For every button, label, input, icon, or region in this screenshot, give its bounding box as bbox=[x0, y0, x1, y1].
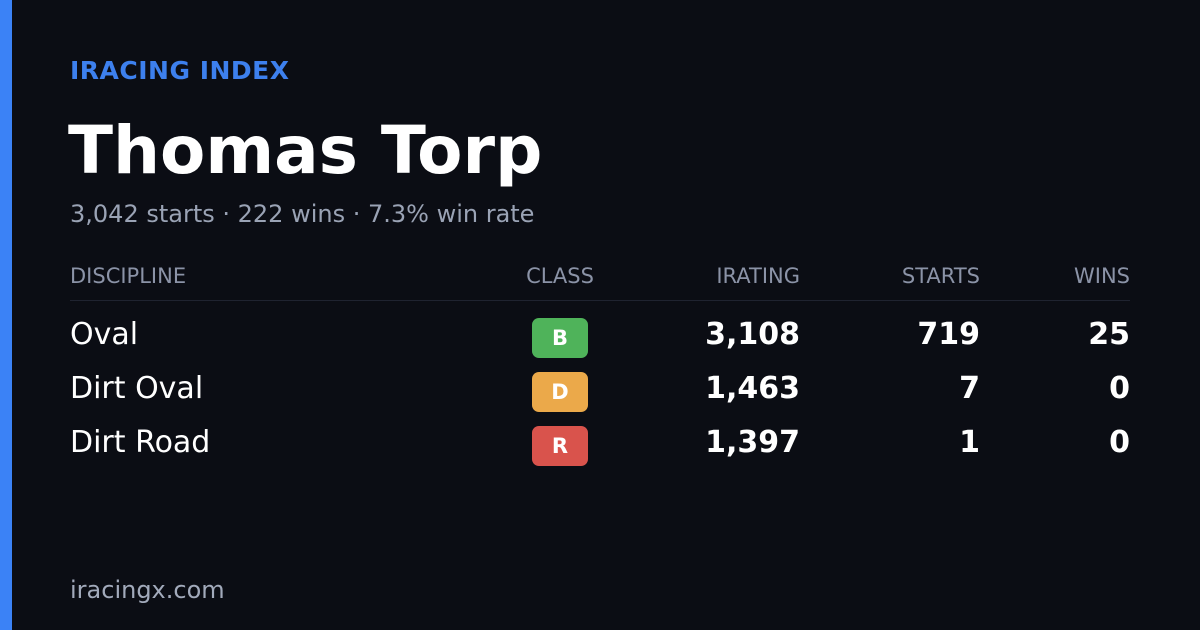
footer-site: iracingx.com bbox=[70, 576, 225, 604]
class-badge: D bbox=[532, 372, 588, 412]
class-badge: R bbox=[532, 426, 588, 466]
wins-cell: 0 bbox=[1109, 425, 1130, 460]
starts-cell: 1 bbox=[959, 425, 980, 460]
class-badge: B bbox=[532, 318, 588, 358]
column-header: WINS bbox=[1074, 264, 1130, 288]
column-header: CLASS bbox=[526, 264, 594, 288]
summary: 3,042 starts · 222 wins · 7.3% win rate bbox=[70, 200, 535, 228]
wins-cell: 0 bbox=[1109, 371, 1130, 406]
column-header: STARTS bbox=[901, 264, 980, 288]
brand: IRACING INDEX bbox=[70, 56, 290, 85]
wins-cell: 25 bbox=[1088, 317, 1130, 352]
starts-cell: 7 bbox=[959, 371, 980, 406]
starts-cell: 719 bbox=[917, 317, 980, 352]
column-header: IRATING bbox=[716, 264, 800, 288]
irating-cell: 1,397 bbox=[705, 425, 800, 460]
column-header: DISCIPLINE bbox=[70, 264, 187, 288]
irating-cell: 1,463 bbox=[705, 371, 800, 406]
separator bbox=[70, 300, 1130, 301]
discipline-cell: Dirt Road bbox=[70, 425, 211, 460]
accent-bar bbox=[0, 0, 12, 630]
discipline-cell: Dirt Oval bbox=[70, 371, 204, 406]
discipline-cell: Oval bbox=[70, 317, 139, 352]
driver-name: Thomas Torp bbox=[68, 112, 543, 189]
irating-cell: 3,108 bbox=[705, 317, 800, 352]
